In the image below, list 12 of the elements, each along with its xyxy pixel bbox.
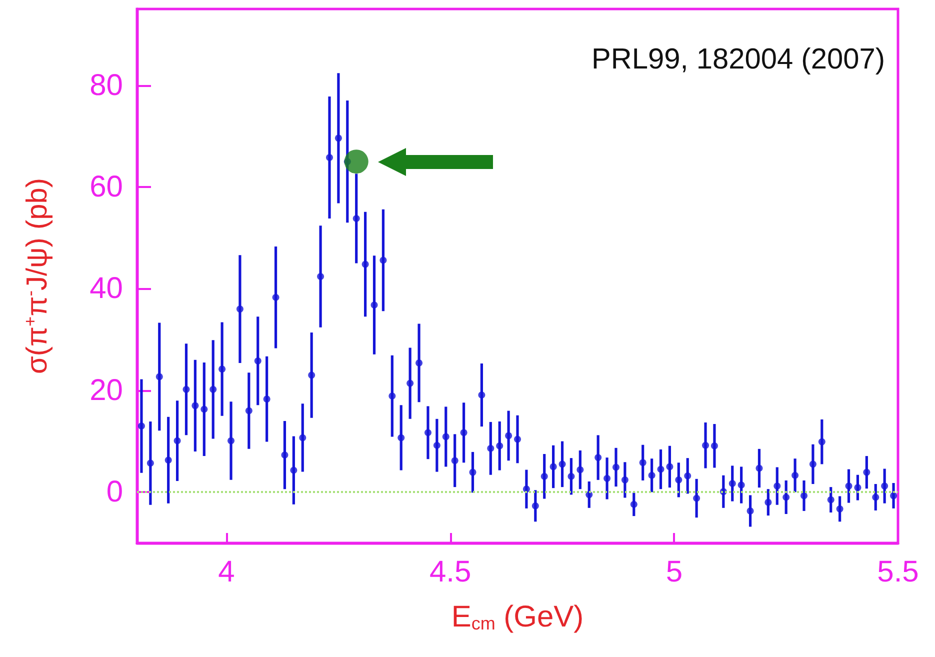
x-tick-label: 4.5	[429, 556, 472, 588]
x-tick-label: 5.5	[877, 556, 919, 588]
y-tick-label: 60	[90, 170, 123, 204]
y-tick-label: 0	[106, 476, 123, 509]
x-tick-label: 4	[218, 556, 235, 588]
y-tick-label: 40	[90, 272, 123, 306]
y-axis-title: σ(π+π-J/ψ) (pb)	[20, 178, 54, 374]
annotation: PRL99, 182004 (2007)	[592, 44, 886, 76]
y-tick-label: 80	[90, 68, 123, 102]
x-axis-title: Ecm (GeV)	[451, 600, 584, 634]
x-tick-label: 5	[666, 556, 683, 588]
y-tick-label: 20	[90, 374, 123, 407]
